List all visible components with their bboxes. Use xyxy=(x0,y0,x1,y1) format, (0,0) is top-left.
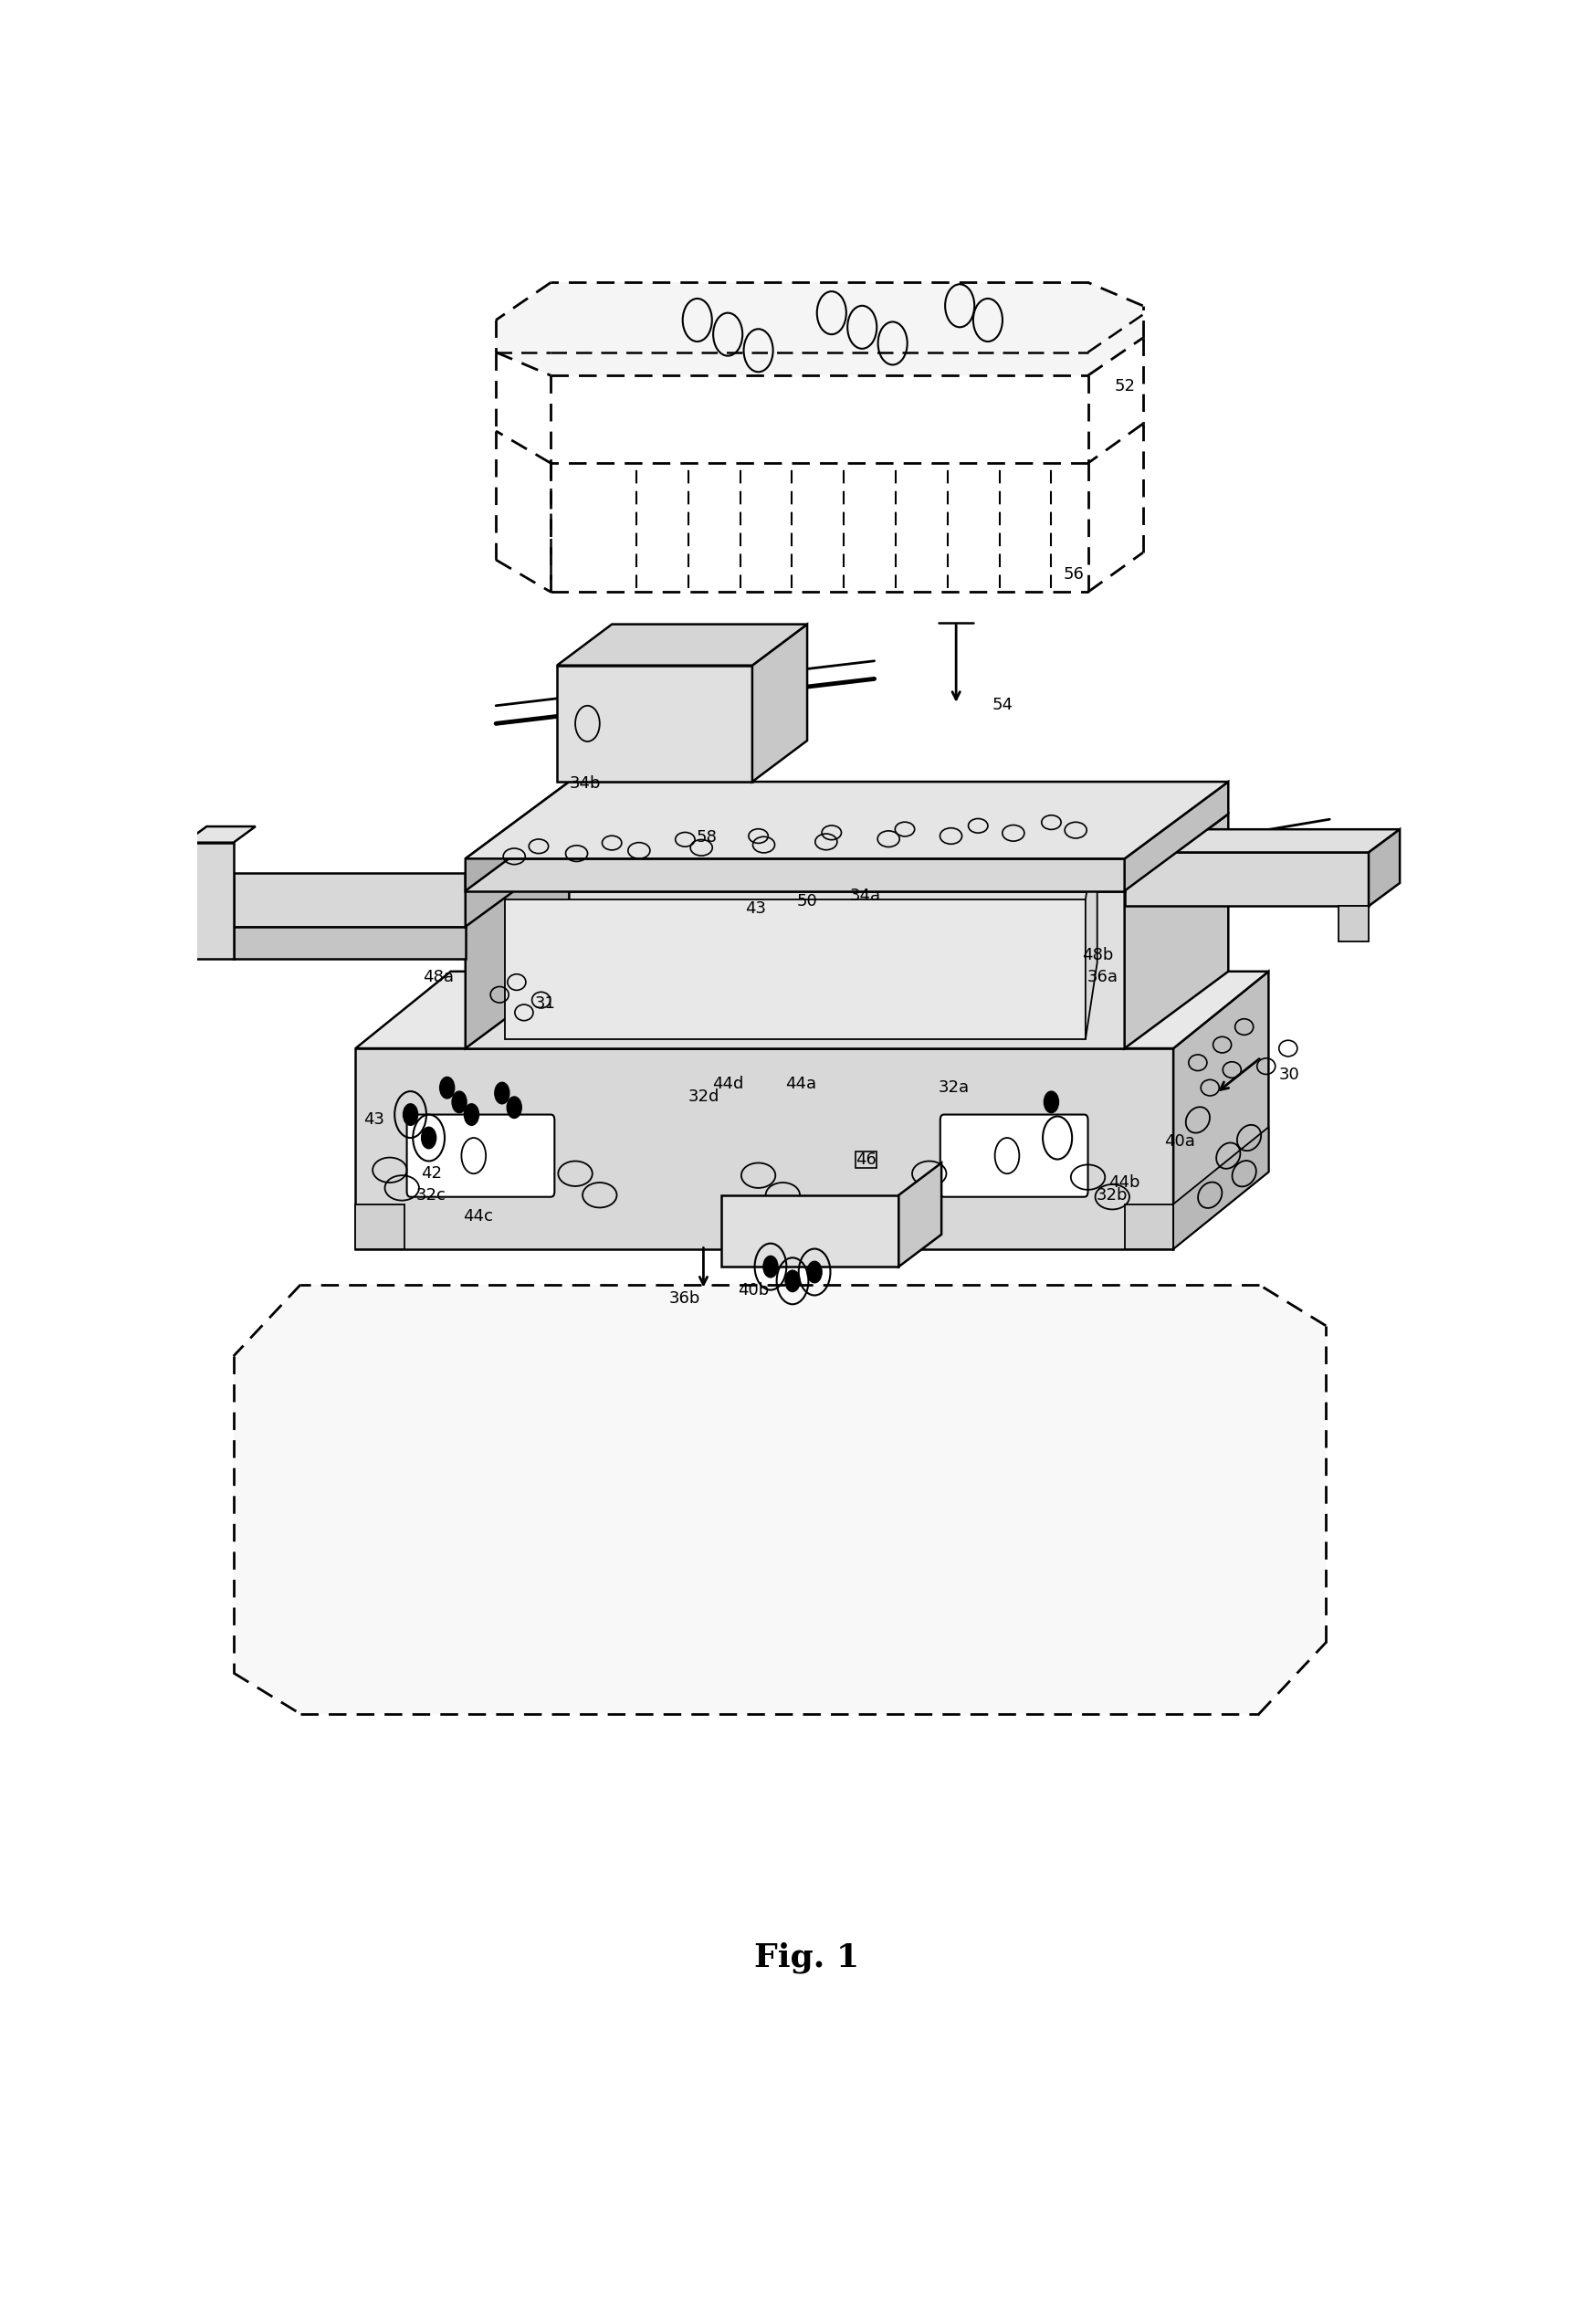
Polygon shape xyxy=(466,781,1228,858)
Text: 34b: 34b xyxy=(569,776,600,792)
Circle shape xyxy=(1044,1092,1058,1113)
Polygon shape xyxy=(466,813,569,1048)
Polygon shape xyxy=(1125,1204,1173,1248)
Polygon shape xyxy=(1173,1127,1268,1248)
Text: 32b: 32b xyxy=(1096,1188,1128,1204)
Polygon shape xyxy=(466,781,569,890)
Text: 36b: 36b xyxy=(669,1290,701,1306)
Circle shape xyxy=(439,1076,455,1099)
Polygon shape xyxy=(1125,853,1369,906)
Text: 30: 30 xyxy=(1279,1067,1299,1083)
Polygon shape xyxy=(184,844,233,960)
Polygon shape xyxy=(1125,830,1400,853)
Circle shape xyxy=(764,1255,778,1278)
Polygon shape xyxy=(1085,823,1098,1039)
Polygon shape xyxy=(184,827,255,844)
Polygon shape xyxy=(558,625,806,665)
Polygon shape xyxy=(558,665,753,781)
Circle shape xyxy=(495,1083,509,1104)
Text: 44a: 44a xyxy=(786,1076,817,1092)
Polygon shape xyxy=(899,1162,942,1267)
Polygon shape xyxy=(233,927,466,960)
Polygon shape xyxy=(466,813,1228,890)
FancyBboxPatch shape xyxy=(406,1116,554,1197)
Polygon shape xyxy=(466,890,1125,1048)
Polygon shape xyxy=(504,899,1085,1039)
Polygon shape xyxy=(466,839,512,927)
Polygon shape xyxy=(496,284,1143,376)
Polygon shape xyxy=(1369,830,1400,906)
Text: 40b: 40b xyxy=(737,1283,769,1299)
Text: 43: 43 xyxy=(364,1111,384,1127)
Circle shape xyxy=(422,1127,436,1148)
Text: 58: 58 xyxy=(696,830,718,846)
Text: Fig. 1: Fig. 1 xyxy=(754,1941,860,1973)
Polygon shape xyxy=(356,1048,1173,1248)
Polygon shape xyxy=(753,625,806,781)
Circle shape xyxy=(465,1104,479,1125)
Polygon shape xyxy=(356,971,1268,1048)
Circle shape xyxy=(806,1262,822,1283)
Text: 44d: 44d xyxy=(712,1076,743,1092)
Polygon shape xyxy=(233,1285,1326,1715)
Text: 32a: 32a xyxy=(939,1081,969,1097)
Circle shape xyxy=(786,1271,800,1292)
Text: 44b: 44b xyxy=(1109,1174,1140,1190)
Text: 32c: 32c xyxy=(416,1188,446,1204)
Polygon shape xyxy=(356,1204,405,1248)
Circle shape xyxy=(403,1104,417,1125)
Text: 31: 31 xyxy=(534,995,556,1011)
Text: 40a: 40a xyxy=(1164,1134,1195,1150)
Text: 48a: 48a xyxy=(424,969,454,985)
Polygon shape xyxy=(1173,971,1268,1248)
Polygon shape xyxy=(721,1195,899,1267)
Polygon shape xyxy=(1125,781,1228,890)
Circle shape xyxy=(452,1092,466,1113)
Text: 48b: 48b xyxy=(1082,948,1114,964)
Text: 54: 54 xyxy=(992,697,1013,713)
FancyBboxPatch shape xyxy=(940,1116,1088,1197)
Polygon shape xyxy=(1125,813,1228,1048)
Text: 32d: 32d xyxy=(688,1088,720,1104)
Text: 52: 52 xyxy=(1114,379,1136,395)
Polygon shape xyxy=(233,874,466,927)
Text: 44c: 44c xyxy=(463,1208,493,1225)
Polygon shape xyxy=(466,858,1125,890)
Polygon shape xyxy=(504,962,1098,1039)
Text: 50: 50 xyxy=(797,892,817,909)
Text: 36a: 36a xyxy=(1087,969,1118,985)
Text: 34a: 34a xyxy=(850,888,882,904)
Polygon shape xyxy=(1339,906,1369,941)
Text: 43: 43 xyxy=(745,902,767,918)
Text: 56: 56 xyxy=(1063,567,1084,583)
Circle shape xyxy=(507,1097,521,1118)
Text: 42: 42 xyxy=(421,1164,441,1183)
Text: 46: 46 xyxy=(855,1150,876,1167)
